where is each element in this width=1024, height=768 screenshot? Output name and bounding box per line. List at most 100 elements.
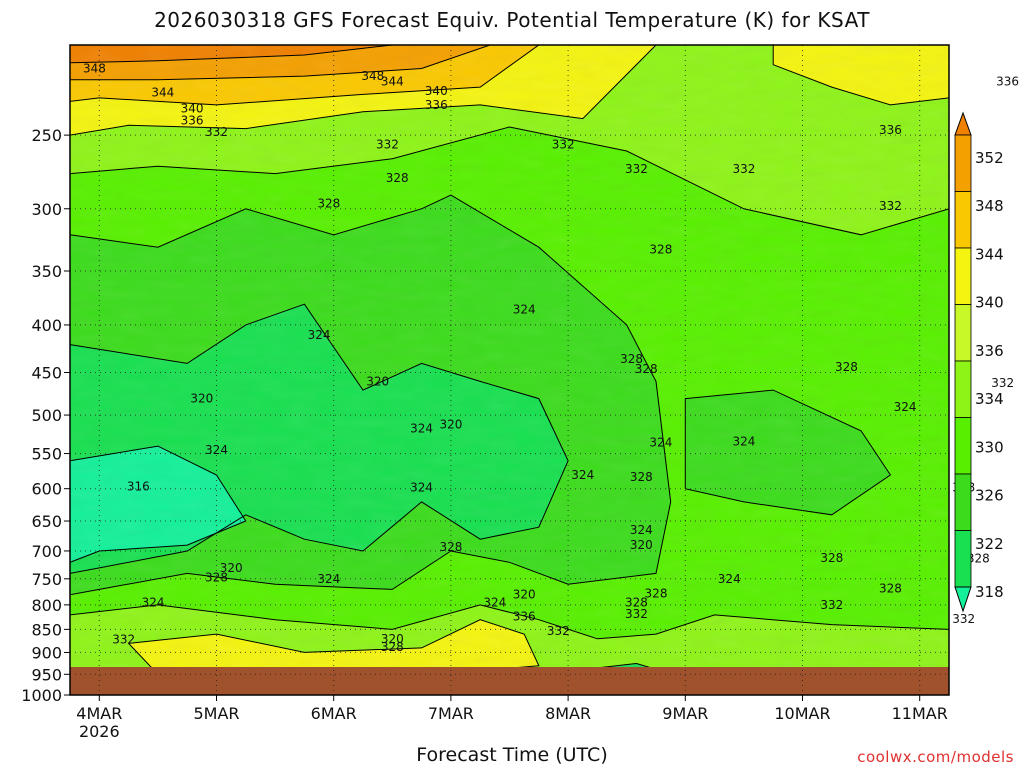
colorbar-extend-max bbox=[954, 111, 972, 136]
contour-label: 320 bbox=[513, 588, 536, 602]
colorbar-box bbox=[954, 247, 972, 305]
contour-label: 324 bbox=[732, 435, 755, 449]
contour-label: 328 bbox=[317, 196, 340, 210]
contour-label: 328 bbox=[645, 587, 668, 601]
contour-label: 324 bbox=[317, 572, 340, 586]
contour-label: 324 bbox=[630, 523, 653, 537]
contour-label: 324 bbox=[142, 595, 165, 609]
contour-label: 336 bbox=[181, 113, 204, 127]
contour-label: 320 bbox=[439, 418, 462, 432]
y-tick-label: 700 bbox=[31, 542, 62, 561]
contour-label: 344 bbox=[381, 75, 404, 89]
x-tick-label: 9MAR bbox=[662, 704, 708, 723]
contour-label: 324 bbox=[571, 468, 594, 482]
y-axis: 250 300 350 400 450 500 550 600 650 700 750 800 850 9… bbox=[21, 126, 70, 705]
isoline bbox=[684, 389, 892, 516]
y-tick-label: 250 bbox=[31, 126, 62, 145]
colorbar-box bbox=[954, 304, 972, 362]
x-tick-label: 4MAR bbox=[76, 704, 122, 723]
contour-label: 320 bbox=[220, 561, 243, 575]
y-tick-label: 400 bbox=[31, 316, 62, 335]
contour-label: 320 bbox=[190, 392, 213, 406]
contour-label: 328 bbox=[879, 581, 902, 595]
colorbar-label: 322 bbox=[975, 535, 1004, 553]
x-tick-label: 5MAR bbox=[193, 704, 239, 723]
colorbar-label: 340 bbox=[975, 294, 1004, 312]
contour-label: 336 bbox=[879, 123, 902, 137]
isoline bbox=[70, 45, 540, 106]
contour-label: 328 bbox=[386, 171, 409, 185]
contour-label: 332 bbox=[547, 624, 570, 638]
colorbar-label: 318 bbox=[975, 583, 1004, 601]
isoline bbox=[70, 45, 393, 64]
contour-label: 332 bbox=[112, 633, 135, 647]
colorbar-label: 348 bbox=[975, 197, 1004, 215]
isoline bbox=[70, 303, 569, 574]
contour-label: 328 bbox=[967, 551, 990, 565]
y-tick-label: 300 bbox=[31, 200, 62, 219]
contour-label: 320 bbox=[381, 632, 404, 646]
y-tick-label: 650 bbox=[31, 512, 62, 531]
y-tick-label: 850 bbox=[31, 620, 62, 639]
contour-label: 332 bbox=[732, 162, 755, 176]
contour-label: 332 bbox=[820, 598, 843, 612]
contour-label: 320 bbox=[630, 538, 653, 552]
contour-label: 332 bbox=[625, 162, 648, 176]
colorbar-box bbox=[954, 530, 972, 588]
field-texture bbox=[70, 45, 949, 667]
contour-label: 316 bbox=[127, 480, 150, 494]
colorbar-box bbox=[954, 417, 972, 475]
contour-label: 324 bbox=[483, 595, 506, 609]
x-tick-label: 8MAR bbox=[545, 704, 591, 723]
x-tick-label: 7MAR bbox=[428, 704, 474, 723]
isolines bbox=[70, 45, 949, 667]
contour-label: 328 bbox=[439, 540, 462, 554]
isoline bbox=[70, 445, 247, 563]
contour-label: 332 bbox=[879, 199, 902, 213]
isoline bbox=[772, 45, 949, 106]
contour-label: 332 bbox=[952, 612, 975, 626]
contour-label: 328 bbox=[381, 640, 404, 654]
isoline bbox=[600, 662, 651, 667]
contour-label: 332 bbox=[552, 138, 575, 152]
x-tick-label: 6MAR bbox=[311, 704, 357, 723]
colorbar-label: 326 bbox=[975, 487, 1004, 505]
contour-label: 328 bbox=[835, 360, 858, 374]
colorbar-label: 330 bbox=[975, 438, 1004, 456]
y-tick-label: 500 bbox=[31, 406, 62, 425]
contour-label: 348 bbox=[83, 62, 106, 76]
contour-label: 324 bbox=[513, 303, 536, 317]
contour-label: 328 bbox=[630, 470, 653, 484]
contour-label: 332 bbox=[205, 125, 228, 139]
colorbar-extend-min bbox=[954, 586, 972, 613]
contour-label: 344 bbox=[151, 86, 174, 100]
contour-label: 324 bbox=[410, 480, 433, 494]
isoline bbox=[127, 619, 540, 667]
x-tick-year: 2026 bbox=[79, 722, 120, 741]
y-tick-label: 1000 bbox=[21, 686, 62, 705]
x-tick-label: 11MAR bbox=[892, 704, 948, 723]
y-tick-label: 600 bbox=[31, 480, 62, 499]
isoline bbox=[70, 194, 672, 596]
contour-label: 320 bbox=[366, 374, 389, 388]
x-axis-label: Forecast Time (UTC) bbox=[416, 744, 608, 766]
contour-label: 324 bbox=[205, 443, 228, 457]
color-field bbox=[70, 45, 949, 667]
chart-title: 2026030318 GFS Forecast Equiv. Potential… bbox=[154, 8, 870, 32]
contour-label: 336 bbox=[425, 98, 448, 112]
colorbar-label: 336 bbox=[975, 342, 1004, 360]
contour-label: 324 bbox=[894, 400, 917, 414]
colorbar-label: 352 bbox=[975, 149, 1004, 167]
watermark: coolwx.com/models bbox=[857, 748, 1014, 766]
y-tick-label: 800 bbox=[31, 596, 62, 615]
contour-label: 340 bbox=[181, 101, 204, 115]
isoline bbox=[70, 45, 491, 81]
isoline bbox=[70, 45, 949, 236]
contour-label: 332 bbox=[376, 138, 399, 152]
y-tick-label: 550 bbox=[31, 445, 62, 464]
y-tick-label: 900 bbox=[31, 643, 62, 662]
gridlines bbox=[70, 45, 949, 696]
y-tick-label: 350 bbox=[31, 262, 62, 281]
